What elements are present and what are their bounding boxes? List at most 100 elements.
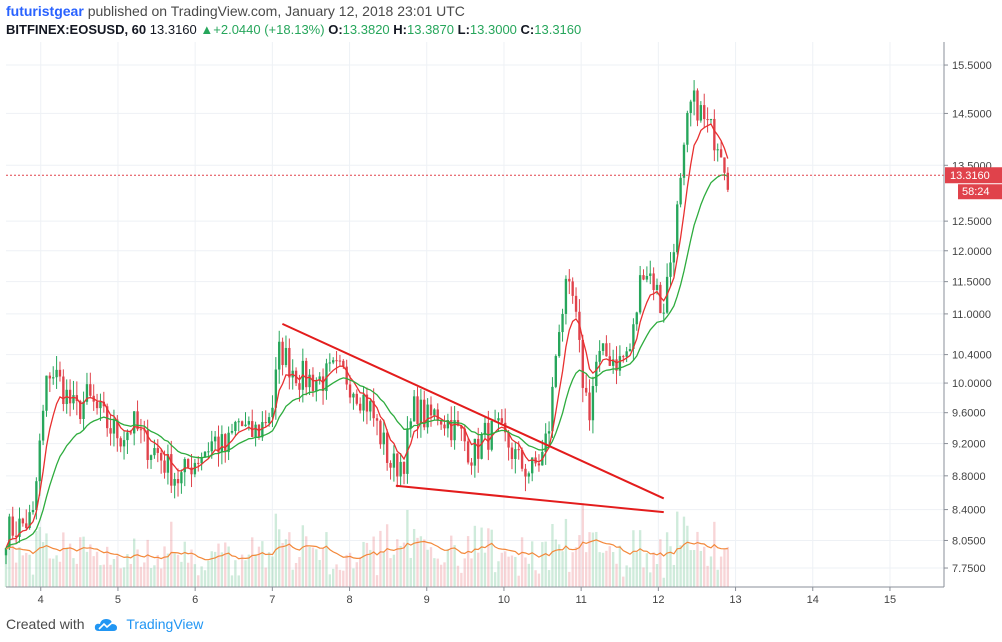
volume-bar <box>645 553 649 587</box>
volume-bar <box>561 551 564 587</box>
candle-body <box>706 119 709 121</box>
author-name[interactable]: futuristgear <box>6 3 84 19</box>
candle-body <box>676 204 679 253</box>
candle-body <box>102 401 105 407</box>
candle-body <box>709 118 713 121</box>
volume-bar <box>149 568 153 587</box>
volume-bar <box>159 568 163 587</box>
volume-bar <box>207 560 210 587</box>
volume-bar <box>264 567 267 587</box>
candle-body <box>439 420 443 425</box>
volume-bar <box>186 562 190 587</box>
candle-body <box>112 419 116 434</box>
candle-body <box>507 432 510 448</box>
chart-axes: 7.7500 8.0500 8.4000 8.8000 9.2000 9.6000 10.0… <box>6 42 1002 606</box>
candle-body <box>601 343 605 351</box>
candle-body <box>38 440 41 482</box>
candle-body <box>716 149 719 151</box>
candle-body <box>632 324 635 350</box>
candle-body <box>628 349 632 352</box>
ohlc-header: BITFINEX:EOSUSD, 60 13.3160 ▲+2.0440 (+1… <box>6 22 581 37</box>
candle-body <box>264 422 267 424</box>
volume-bar <box>379 530 382 587</box>
volume-bar <box>52 558 55 587</box>
x-tick-label: 10 <box>498 594 510 606</box>
candle-body <box>584 387 588 393</box>
candle-body <box>662 312 665 314</box>
volume-bar <box>173 553 176 587</box>
candle-body <box>611 359 615 366</box>
candle-body <box>321 376 325 392</box>
candle-body <box>625 351 628 357</box>
tradingview-brand[interactable]: TradingView <box>126 616 204 632</box>
candle-body <box>564 278 568 314</box>
current-price-label: 13.3160 <box>950 170 990 182</box>
candle-body <box>551 386 554 432</box>
trendlines <box>6 174 944 514</box>
candle-body <box>72 395 75 404</box>
candle-body <box>591 386 595 421</box>
volume-bar <box>399 545 402 587</box>
candle-body <box>136 411 139 430</box>
candle-body <box>558 332 561 357</box>
candle-body <box>487 422 490 450</box>
volume-bar <box>571 552 574 587</box>
open-label: O: <box>328 22 343 37</box>
candle-body <box>311 374 315 392</box>
candle-body <box>197 462 200 464</box>
volume-bar <box>35 531 38 587</box>
volume-bar <box>166 553 170 587</box>
price-change: +2.0440 (+18.13%) <box>213 22 325 37</box>
publish-text: published on TradingView.com, January 12… <box>87 3 465 19</box>
volume-bar <box>497 561 500 587</box>
volume-bar <box>183 541 186 587</box>
low-value: 13.3000 <box>469 22 517 37</box>
candle-body <box>369 401 372 412</box>
volume-bar <box>301 525 305 587</box>
volume-bar <box>106 546 109 587</box>
candle-body <box>109 428 112 434</box>
volume-bar <box>62 532 65 587</box>
volume-bar <box>156 555 159 587</box>
candle-body <box>598 350 601 362</box>
volume-bar <box>85 551 89 587</box>
candle-body <box>139 429 143 431</box>
candle-body <box>365 394 369 412</box>
volume-bar <box>163 546 166 587</box>
countdown-label: 58:24 <box>962 186 990 198</box>
candle-body <box>146 430 149 460</box>
candle-body <box>68 389 72 404</box>
volume-bar <box>692 550 696 587</box>
candle-body <box>190 467 193 475</box>
volume-bar <box>544 541 547 587</box>
countdown-badge <box>958 184 1002 200</box>
candle-body <box>82 401 85 420</box>
y-tick-label: 14.5000 <box>952 108 992 120</box>
volume-bar <box>180 561 183 587</box>
volume-bar <box>706 565 709 587</box>
candle-body <box>429 404 433 416</box>
x-tick-label: 6 <box>192 594 198 606</box>
candle-body <box>396 453 399 477</box>
volume-bar <box>665 532 669 587</box>
footer: Created with TradingView <box>6 616 203 632</box>
volume-bar <box>574 547 578 587</box>
volume-bar <box>412 528 416 587</box>
volume-bar <box>618 545 622 587</box>
volume-bar <box>392 554 396 587</box>
candle-body <box>210 441 213 452</box>
candle-body <box>375 418 379 421</box>
candle-body <box>423 399 426 428</box>
volume-bar <box>358 557 362 587</box>
candle-body <box>230 431 234 433</box>
volume-bar <box>278 529 281 587</box>
volume-bar <box>58 561 62 587</box>
volume-bar <box>625 565 628 587</box>
candle-body <box>62 376 65 405</box>
volume-bars <box>4 503 730 587</box>
volume-bar <box>500 552 504 587</box>
volume-bar <box>75 563 79 587</box>
moving-averages <box>5 123 729 561</box>
candle-body <box>622 356 625 358</box>
